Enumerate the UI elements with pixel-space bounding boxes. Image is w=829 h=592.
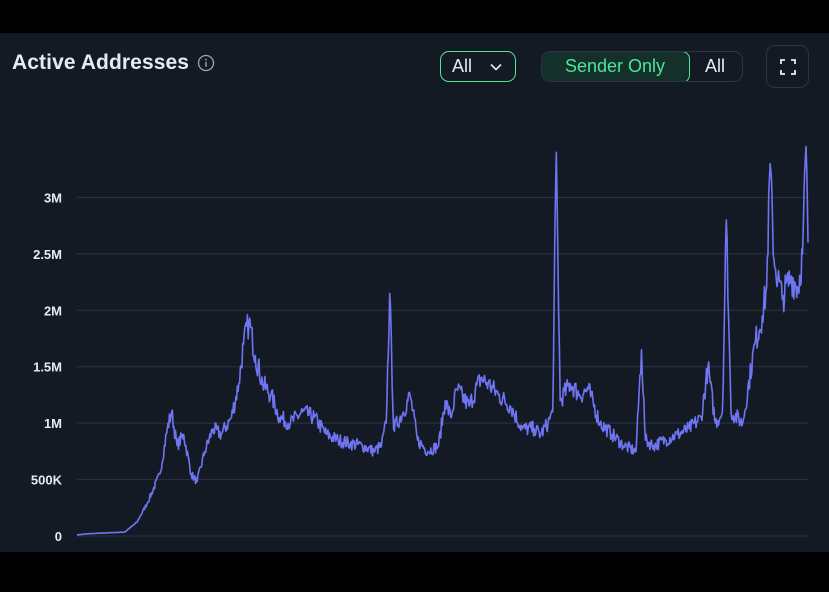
y-tick-label: 1.5M — [33, 360, 62, 375]
y-tick-label: 2M — [44, 303, 62, 318]
y-tick-label: 500K — [31, 473, 63, 488]
fullscreen-button[interactable] — [766, 45, 809, 88]
expand-icon — [779, 58, 796, 75]
y-tick-label: 1M — [44, 416, 62, 431]
all-addresses-button[interactable]: All — [704, 56, 725, 76]
title-row: Active Addresses — [12, 51, 215, 75]
chevron-down-icon — [490, 63, 502, 71]
sender-only-button[interactable]: Sender Only — [542, 52, 690, 81]
address-filter-toggle: Sender Only All — [541, 51, 743, 82]
series-line — [77, 145, 809, 536]
chart-title: Active Addresses — [12, 51, 190, 74]
chart-panel: Active Addresses All Sender Only All 0 50… — [0, 33, 829, 552]
y-tick-label: 2.5M — [33, 247, 62, 262]
y-tick-label: 3M — [44, 190, 62, 205]
info-circle-icon[interactable] — [197, 54, 215, 72]
range-dropdown-value: All — [452, 56, 473, 76]
y-tick-label: 0 — [55, 529, 62, 544]
range-dropdown[interactable]: All — [440, 51, 516, 82]
